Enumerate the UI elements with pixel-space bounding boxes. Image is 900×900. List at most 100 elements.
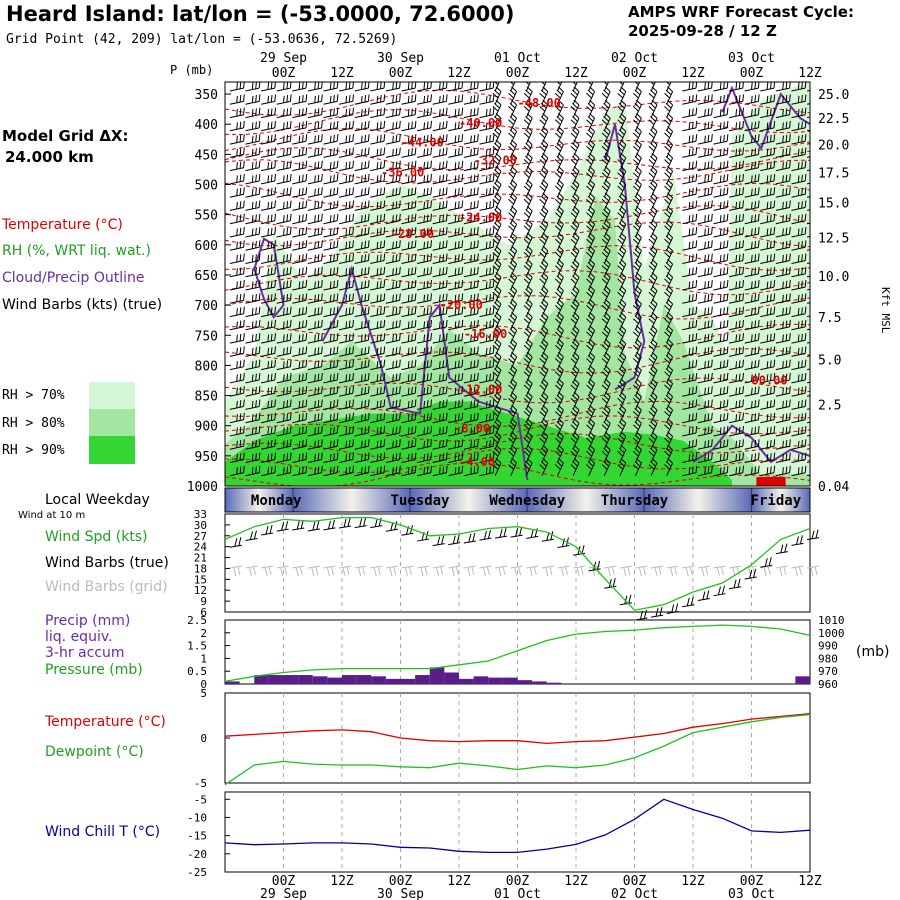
wind-barb	[260, 240, 276, 251]
wind-barb	[260, 253, 276, 264]
wind-barb	[713, 399, 729, 410]
cycle-title: AMPS WRF Forecast Cycle:	[628, 3, 854, 21]
weekday-label: Thursday	[601, 493, 669, 509]
wind-barb	[401, 266, 417, 278]
wind-barb	[697, 333, 713, 344]
wind-barb	[539, 365, 549, 384]
wind-barb	[697, 306, 713, 318]
wind-barb	[634, 82, 641, 92]
wind-barb	[260, 147, 276, 158]
wind-barb	[492, 365, 502, 384]
wind-barb	[401, 293, 417, 304]
pressure-tick: 700	[195, 299, 218, 314]
wind-barb	[682, 306, 698, 318]
wind-barb	[432, 412, 448, 424]
wind-barb	[323, 412, 339, 424]
wind-barb	[229, 306, 245, 318]
grid-wind-barb	[635, 565, 648, 577]
wind-barb	[292, 253, 308, 264]
wind-barb	[554, 86, 564, 105]
wind-barb	[570, 99, 580, 118]
wind-barb	[744, 452, 760, 463]
wind-barb	[307, 465, 323, 477]
wind-barb	[385, 280, 401, 291]
wind-barb	[323, 266, 339, 278]
wind-barb	[539, 444, 549, 463]
wind-barb	[601, 152, 611, 171]
temperature-label: -16.00	[464, 327, 507, 341]
wind-barb	[744, 439, 760, 450]
wind-barb	[370, 134, 386, 145]
wind-barb	[479, 120, 495, 132]
grid-wind-barb	[463, 565, 476, 577]
wind-barb	[664, 126, 674, 145]
wind-barb	[432, 187, 448, 198]
wind-speed-panel-tick: 15	[194, 573, 207, 586]
temperature-contour	[225, 295, 810, 320]
wind-barb	[697, 293, 713, 304]
wind-barb	[601, 99, 611, 118]
wind-barb	[260, 425, 276, 437]
wind-barb	[370, 240, 386, 251]
wind-barb	[791, 200, 807, 211]
wind-barb	[682, 200, 698, 211]
wind-barb	[354, 333, 370, 344]
wind-barb	[448, 240, 464, 251]
wind-barb	[508, 298, 518, 317]
wind-barb	[554, 325, 564, 344]
wind-barb	[617, 285, 627, 304]
wind-barb	[617, 404, 627, 423]
wind-barb	[323, 452, 339, 463]
wind-barb	[664, 285, 674, 304]
wind-barb	[323, 399, 339, 410]
wind-barb	[508, 245, 518, 264]
wind-barb	[632, 113, 642, 132]
wind-barb	[307, 173, 323, 185]
wind-barb	[632, 126, 642, 145]
wind-barb	[385, 372, 401, 384]
wind-barb	[539, 152, 549, 171]
wind-barb	[601, 219, 611, 238]
wind-barb	[385, 82, 401, 92]
wind-barb	[775, 173, 791, 185]
wind-barb	[572, 82, 578, 92]
wind-barb	[617, 245, 627, 264]
wind-barb	[697, 412, 713, 424]
wind-barb	[539, 298, 549, 317]
wind-barb	[508, 457, 518, 476]
wind-barb	[229, 94, 245, 105]
wind-barb	[586, 126, 596, 145]
wind-barb	[448, 253, 464, 264]
wind-barb	[539, 311, 549, 331]
wind-barb	[664, 311, 674, 331]
wind-barb	[370, 213, 386, 225]
wind-barb	[479, 94, 495, 105]
wind-barb	[432, 465, 448, 477]
wind-barb	[664, 139, 674, 158]
wind-barb	[632, 378, 642, 397]
wind-barb	[370, 187, 386, 198]
wind-barb	[806, 182, 810, 185]
wind-barb	[648, 391, 658, 410]
true-wind-barb	[744, 568, 757, 580]
wind-barb	[416, 160, 432, 172]
wind-barb	[713, 386, 729, 397]
wind-barb	[603, 82, 610, 92]
wind-barb	[760, 173, 776, 185]
wind-barb	[416, 359, 432, 371]
wind-barb	[307, 147, 323, 158]
wind-barb	[432, 107, 448, 119]
wind-barb	[307, 359, 323, 371]
wind-barb	[354, 293, 370, 304]
wind-barb	[744, 134, 760, 145]
true-wind-barb	[307, 520, 320, 532]
wind-barb	[791, 306, 807, 318]
wind-barb	[775, 280, 791, 291]
wind-barb	[806, 421, 810, 424]
wind-barb	[744, 386, 760, 397]
rh70-label: RH > 70%	[2, 388, 65, 403]
grid-wind-barb	[432, 565, 445, 577]
wind-barb	[479, 280, 495, 291]
wind-barb	[586, 272, 596, 291]
wind-barb	[448, 306, 464, 318]
